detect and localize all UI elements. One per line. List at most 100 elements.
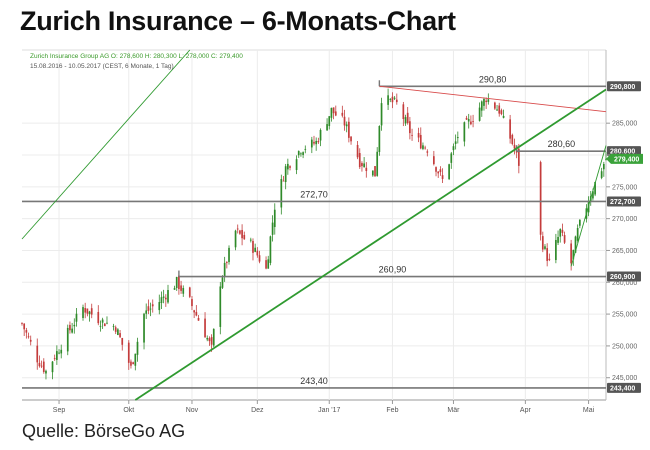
candle-body [448, 164, 450, 180]
candle-body [225, 262, 228, 264]
candle-body [432, 156, 435, 165]
candle-body [21, 323, 23, 324]
candle-body [252, 240, 254, 253]
candle-body [409, 121, 411, 134]
candle-body [334, 111, 337, 116]
candle-body [517, 148, 520, 166]
level-badge [607, 271, 641, 282]
candle-body [73, 324, 76, 327]
candle-body [361, 163, 363, 167]
candle-body [326, 124, 328, 131]
candle-body [84, 308, 87, 313]
candle-body [114, 327, 117, 332]
candle-body [456, 137, 459, 139]
candle-body [511, 134, 514, 144]
candle-body [395, 99, 398, 103]
candle-body [485, 100, 488, 103]
candle-body [300, 153, 302, 155]
candle-body [570, 243, 572, 264]
x-axis: Sep Okt Nov Dez Jan '17 Feb Mär Apr Mai [53, 400, 595, 414]
last-price-label: 279,400 [614, 156, 639, 163]
x-tick-label: Nov [186, 407, 199, 414]
trendline-support-thin [21, 49, 191, 240]
candle-body [193, 310, 196, 313]
candle-body [286, 163, 289, 170]
candle-body [594, 181, 596, 195]
candle-body [69, 324, 71, 331]
candle-body [592, 191, 594, 199]
candle-body [66, 327, 69, 352]
candle-body [119, 333, 121, 338]
candle-body [90, 308, 93, 315]
candle-body [439, 169, 442, 173]
candle-body [173, 288, 176, 290]
y-tick-label: 275,000 [612, 184, 637, 191]
candle-body [494, 102, 496, 109]
candle-body [234, 230, 237, 248]
level-label: 260,90 [379, 265, 407, 275]
level-label: 290,80 [479, 74, 507, 84]
candle-body [297, 151, 300, 156]
candle-body [88, 311, 91, 315]
candle-body [356, 144, 359, 158]
candle-body [470, 121, 472, 125]
candle-body [188, 287, 191, 297]
candle-body [406, 112, 409, 124]
candle-body [38, 362, 41, 367]
candle-body [195, 311, 198, 316]
candle-body [330, 107, 333, 118]
candle-body [221, 277, 224, 288]
x-tick-label: Dez [251, 407, 264, 414]
candle-body [546, 248, 549, 261]
candle-body [284, 166, 287, 183]
level-label: 280,60 [548, 139, 576, 149]
candle-body [256, 250, 259, 256]
trendlines [21, 49, 607, 401]
candle-body [574, 236, 577, 253]
last-price-badge [606, 153, 643, 164]
x-tick-label: Jan '17 [318, 407, 340, 414]
y-tick-label: 260,000 [612, 280, 637, 287]
candle-body [25, 330, 28, 333]
x-tick-label: Mär [447, 407, 460, 414]
candle-body [483, 98, 485, 106]
y-tick-label: 255,000 [612, 312, 637, 319]
candle-body [151, 304, 154, 307]
candle-body [223, 262, 226, 277]
candle-body [478, 107, 481, 121]
candle-body [389, 99, 392, 100]
candle-body [134, 353, 137, 366]
candle-body [417, 133, 420, 138]
x-tick-label: Okt [123, 407, 134, 414]
candle-body [605, 158, 607, 160]
legend-line-2: 15.08.2016 - 10.05.2017 (CEST, 6 Monate,… [30, 63, 174, 70]
candle-body [358, 153, 361, 168]
candle-body [167, 289, 169, 303]
candle-body [58, 352, 60, 354]
candle-body [206, 338, 209, 340]
candle-body [101, 319, 104, 323]
candle-body [236, 228, 239, 230]
candle-body [345, 124, 348, 127]
candle-body [380, 103, 383, 126]
candle-body [496, 109, 498, 111]
candle-body [249, 239, 252, 241]
candle-body [437, 171, 440, 174]
candle-body [175, 277, 178, 288]
trendline-resistance [379, 85, 607, 113]
candle-body [572, 249, 575, 260]
candle-body [29, 339, 32, 342]
candle-body [452, 146, 455, 151]
candle-body [387, 95, 389, 105]
candle-body [441, 175, 444, 179]
level-badge-label: 272,700 [610, 199, 635, 206]
candle-body [450, 153, 453, 163]
y-tick-label: 245,000 [612, 375, 637, 382]
candle-body [454, 141, 457, 144]
candle-body [143, 313, 145, 343]
candle-body [541, 236, 544, 250]
y-tick-label: 270,000 [612, 216, 637, 223]
level-badge-label: 280,600 [610, 149, 635, 156]
y-axis: 245,000 250,000 255,000 260,000 265,000 270,0… [606, 121, 643, 382]
